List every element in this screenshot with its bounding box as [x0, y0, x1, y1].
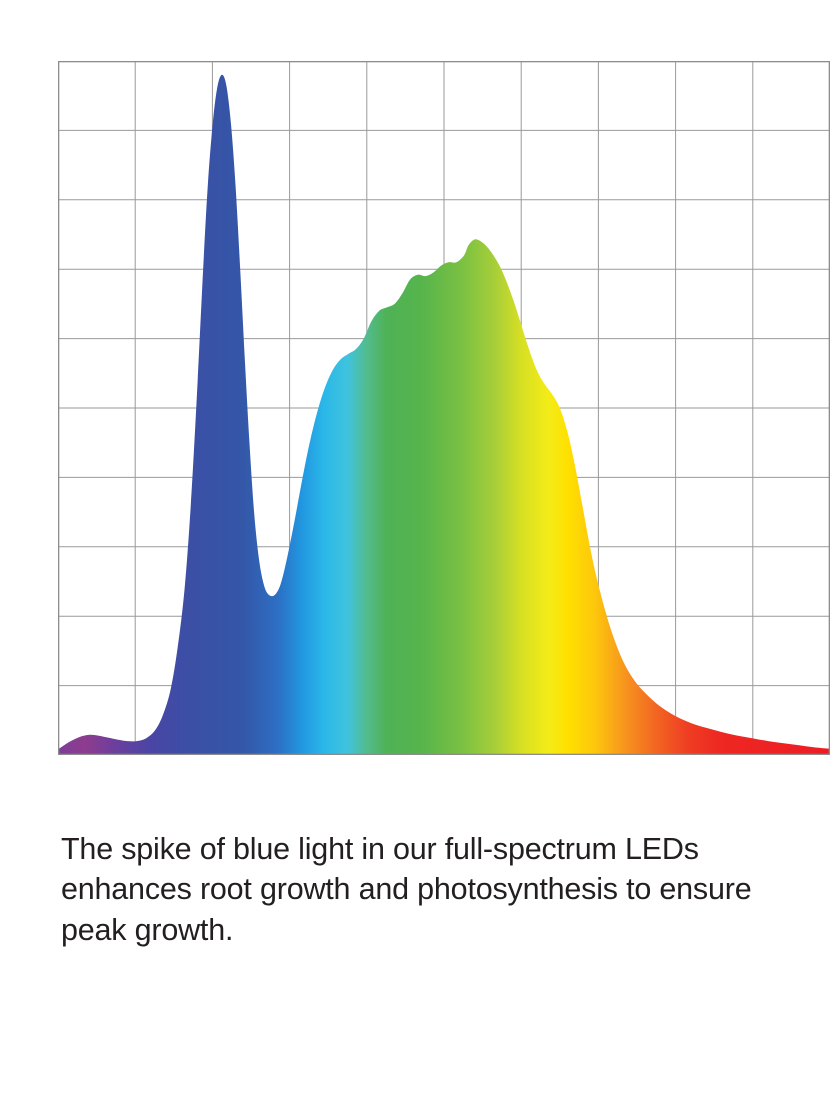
spectrum-chart-svg: [58, 61, 830, 755]
plot-border: [58, 61, 830, 755]
caption-text: The spike of blue light in our full-spec…: [61, 831, 752, 947]
spectrum-area: [58, 74, 830, 755]
spectrum-chart: [58, 61, 830, 755]
